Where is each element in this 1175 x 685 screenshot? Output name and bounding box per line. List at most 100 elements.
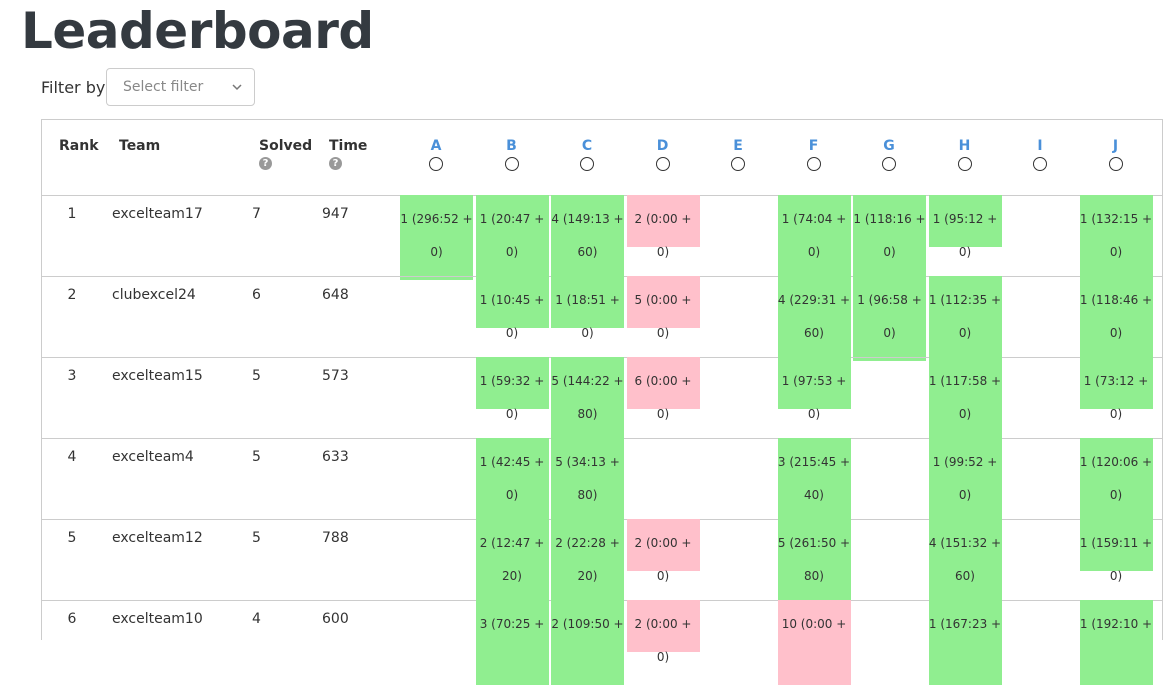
cell-text: 80) [577,488,598,502]
cell-text: 1 (20:47 + [479,212,545,226]
cell-c-solved: 1 (18:51 + 0) [551,276,624,340]
cell-text: 20) [577,569,598,583]
cell-j-solved: 1 (159:11 + 0) [1079,519,1153,583]
row-rank: 3 [67,368,77,384]
cell-text: 3 (215:45 + [777,455,851,469]
cell-text: 1 (167:23 + [928,617,1002,631]
cell-text: 0) [958,488,972,502]
problem-header-a[interactable]: A [430,138,442,154]
cell-text: 0) [958,407,972,421]
cell-text: 4 (229:31 + [777,293,851,307]
problem-header-d[interactable]: D [656,138,669,154]
cell-text: 0) [505,488,519,502]
cell-text: 1 (99:52 + [932,455,998,469]
cell-text: 2 (109:50 + [551,617,624,631]
problem-header-f[interactable]: F [808,138,819,154]
cell-text: 80) [804,569,824,583]
cell-h-solved: 1 (112:35 + 0) [928,276,1002,361]
cell-d-failed: 6 (0:00 + 0) [626,357,700,421]
row-time: 788 [322,530,349,546]
problem-radio-c[interactable] [580,157,594,171]
cell-text: 0) [807,245,821,259]
cell-b-solved: 1 (42:45 + 0) [475,438,549,523]
row-time: 648 [322,287,349,303]
problem-header-e[interactable]: E [733,138,743,154]
row-solved: 5 [252,368,261,384]
problem-header-i[interactable]: I [1037,138,1043,154]
cell-text: 0) [1109,326,1123,340]
chevron-down-icon [232,84,242,91]
problem-header-h[interactable]: H [958,138,971,154]
problem-radio-i[interactable] [1033,157,1047,171]
problem-radio-j[interactable] [1108,157,1123,171]
row-team: excelteam15 [112,368,203,384]
problem-radio-a[interactable] [429,157,443,171]
cell-text: 4 (151:32 + [928,536,1002,550]
cell-text: 2 (0:00 + 0) [634,536,692,583]
cell-text: 1 (95:12 + 0) [932,212,998,259]
cell-d-failed: 2 (0:00 + 0) [626,195,700,259]
problem-radio-h[interactable] [957,157,972,171]
cell-b-solved: 3 (70:25 + [475,600,549,685]
solved-header: Solved [259,138,313,154]
cell-b-solved: 1 (10:45 + 0) [475,276,549,340]
time-help-icon[interactable]: ? [329,157,342,170]
filter-label: Filter by [41,78,106,97]
solved-help-icon[interactable]: ? [259,157,272,170]
filter-placeholder: Select filter [123,79,204,95]
cell-text: 2 (22:28 + [555,536,620,550]
cell-b-solved: 1 (59:32 + 0) [475,357,549,421]
cell-text: 1 (118:46 + [1079,293,1153,307]
cell-text: 4 (149:13 + [551,212,624,226]
cell-j-solved: 1 (120:06 + 0) [1079,438,1153,523]
filter-select[interactable]: Select filter [106,68,255,106]
problem-radio-f[interactable] [806,157,821,171]
cell-text: 0) [505,245,519,259]
cell-text: 3 (70:25 + [479,617,545,631]
cell-text: 5 (34:13 + [555,455,620,469]
problem-header-g[interactable]: G [883,138,895,154]
problem-header-b[interactable]: B [506,138,517,154]
cell-text: 6 (0:00 + 0) [634,374,692,421]
cell-text: 0) [883,326,896,340]
cell-d-failed: 2 (0:00 + 0) [626,519,700,583]
row-solved: 4 [252,611,261,627]
cell-f-solved: 5 (261:50 + 80) [777,519,851,604]
cell-text: 60) [804,326,824,340]
cell-c-solved: 4 (149:13 + 60) [551,195,624,280]
cell-f-solved: 1 (74:04 + 0) [777,195,851,280]
row-solved: 5 [252,530,261,546]
cell-text: 0) [883,245,896,259]
cell-text: 40) [804,488,824,502]
cell-text: 0) [958,326,972,340]
row-time: 947 [322,206,349,222]
cell-f-solved: 1 (97:53 + 0) [777,357,851,421]
cell-text: 1 (10:45 + 0) [479,293,545,340]
problem-radio-b[interactable] [504,157,519,171]
cell-h-solved: 1 (167:23 + [928,600,1002,685]
cell-text: 1 (118:16 + [853,212,926,226]
problem-radio-d[interactable] [655,157,670,171]
cell-text: 2 (12:47 + [479,536,545,550]
cell-j-solved: 1 (192:10 + [1079,600,1153,685]
row-rank: 6 [67,611,77,627]
rank-header: Rank [59,138,99,154]
row-solved: 5 [252,449,261,465]
problem-radio-g[interactable] [882,157,896,171]
cell-text: 1 (132:15 + [1079,212,1153,226]
cell-d-failed: 2 (0:00 + 0) [626,600,700,664]
cell-text: 1 (112:35 + [928,293,1002,307]
row-time: 573 [322,368,349,384]
cell-c-solved: 2 (109:50 + [551,600,624,685]
problem-header-j[interactable]: J [1112,138,1119,154]
cell-text: 60) [577,245,598,259]
cell-text: 1 (73:12 + 0) [1083,374,1149,421]
cell-f-failed: 10 (0:00 + [777,600,851,685]
cell-text: 0) [430,245,443,259]
cell-text: 2 (0:00 + 0) [634,212,692,259]
cell-text: 0) [1109,488,1123,502]
row-team: excelteam10 [112,611,203,627]
problem-header-c[interactable]: C [581,138,593,154]
problem-radio-e[interactable] [731,157,745,171]
row-rank: 1 [67,206,77,222]
